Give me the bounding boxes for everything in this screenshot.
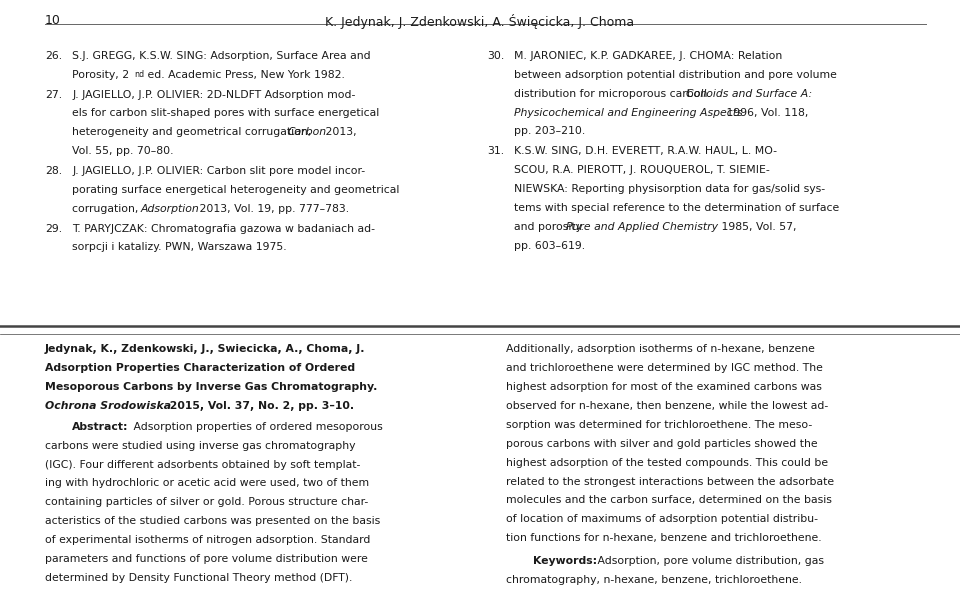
Text: Pure and Applied Chemistry: Pure and Applied Chemistry	[566, 222, 718, 232]
Text: sorpcji i katalizy. PWN, Warszawa 1975.: sorpcji i katalizy. PWN, Warszawa 1975.	[72, 243, 287, 252]
Text: K.S.W. SING, D.H. EVERETT, R.A.W. HAUL, L. MO-: K.S.W. SING, D.H. EVERETT, R.A.W. HAUL, …	[514, 146, 777, 156]
Text: related to the strongest interactions between the adsorbate: related to the strongest interactions be…	[506, 476, 834, 486]
Text: Abstract:: Abstract:	[72, 422, 129, 432]
Text: 2015, Vol. 37, No. 2, pp. 3–10.: 2015, Vol. 37, No. 2, pp. 3–10.	[166, 401, 354, 411]
Text: sorption was determined for trichloroethene. The meso-: sorption was determined for trichloroeth…	[506, 420, 812, 430]
Text: Physicochemical and Engineering Aspects: Physicochemical and Engineering Aspects	[514, 107, 742, 117]
Text: nd: nd	[134, 69, 145, 79]
Text: parameters and functions of pore volume distribution were: parameters and functions of pore volume …	[45, 554, 368, 564]
Text: Keywords:: Keywords:	[533, 556, 597, 565]
Text: carbons were studied using inverse gas chromatography: carbons were studied using inverse gas c…	[45, 441, 355, 450]
Text: J. JAGIELLO, J.P. OLIVIER: 2D-NLDFT Adsorption mod-: J. JAGIELLO, J.P. OLIVIER: 2D-NLDFT Adso…	[72, 90, 355, 99]
Text: M. JARONIEC, K.P. GADKAREE, J. CHOMA: Relation: M. JARONIEC, K.P. GADKAREE, J. CHOMA: Re…	[514, 51, 781, 61]
Text: containing particles of silver or gold. Porous structure char-: containing particles of silver or gold. …	[45, 497, 369, 507]
Text: highest adsorption for most of the examined carbons was: highest adsorption for most of the exami…	[506, 382, 822, 392]
Text: NIEWSKA: Reporting physisorption data for gas/solid sys-: NIEWSKA: Reporting physisorption data fo…	[514, 184, 825, 194]
Text: Adsorption: Adsorption	[140, 204, 199, 214]
Text: porous carbons with silver and gold particles showed the: porous carbons with silver and gold part…	[506, 438, 818, 449]
Text: Ochrona Srodowiska: Ochrona Srodowiska	[45, 401, 171, 411]
Text: Carbon: Carbon	[288, 128, 327, 137]
Text: chromatography, n-hexane, benzene, trichloroethene.: chromatography, n-hexane, benzene, trich…	[506, 574, 802, 585]
Text: pp. 203–210.: pp. 203–210.	[514, 126, 585, 137]
Text: Additionally, adsorption isotherms of n-hexane, benzene: Additionally, adsorption isotherms of n-…	[506, 344, 815, 355]
Text: observed for n-hexane, then benzene, while the lowest ad-: observed for n-hexane, then benzene, whi…	[506, 401, 828, 411]
Text: S.J. GREGG, K.S.W. SING: Adsorption, Surface Area and: S.J. GREGG, K.S.W. SING: Adsorption, Sur…	[72, 51, 371, 61]
Text: porating surface energetical heterogeneity and geometrical: porating surface energetical heterogenei…	[72, 185, 399, 195]
Text: pp. 603–619.: pp. 603–619.	[514, 241, 585, 250]
Text: 31.: 31.	[487, 146, 504, 156]
Text: Adsorption, pore volume distribution, gas: Adsorption, pore volume distribution, ga…	[594, 556, 825, 565]
Text: SCOU, R.A. PIEROTT, J. ROUQUEROL, T. SIEMIE-: SCOU, R.A. PIEROTT, J. ROUQUEROL, T. SIE…	[514, 165, 769, 175]
Text: Vol. 55, pp. 70–80.: Vol. 55, pp. 70–80.	[72, 146, 174, 156]
Text: 29.: 29.	[45, 223, 62, 234]
Text: highest adsorption of the tested compounds. This could be: highest adsorption of the tested compoun…	[506, 458, 828, 468]
Text: tems with special reference to the determination of surface: tems with special reference to the deter…	[514, 203, 839, 213]
Text: and porosity.: and porosity.	[514, 222, 587, 232]
Text: J. JAGIELLO, J.P. OLIVIER: Carbon slit pore model incor-: J. JAGIELLO, J.P. OLIVIER: Carbon slit p…	[72, 166, 365, 176]
Text: 1996, Vol. 118,: 1996, Vol. 118,	[723, 107, 808, 117]
Text: els for carbon slit-shaped pores with surface energetical: els for carbon slit-shaped pores with su…	[72, 108, 379, 119]
Text: distribution for microporous carbon.: distribution for microporous carbon.	[514, 89, 714, 99]
Text: molecules and the carbon surface, determined on the basis: molecules and the carbon surface, determ…	[506, 495, 831, 506]
Text: 1985, Vol. 57,: 1985, Vol. 57,	[718, 222, 797, 232]
Text: Adsorption properties of ordered mesoporous: Adsorption properties of ordered mesopor…	[130, 422, 382, 432]
Text: acteristics of the studied carbons was presented on the basis: acteristics of the studied carbons was p…	[45, 516, 380, 526]
Text: of location of maximums of adsorption potential distribu-: of location of maximums of adsorption po…	[506, 514, 818, 524]
Text: 27.: 27.	[45, 90, 62, 99]
Text: K. Jedynak, J. Zdenkowski, A. Święcicka, J. Choma: K. Jedynak, J. Zdenkowski, A. Święcicka,…	[325, 14, 635, 29]
Text: corrugation,: corrugation,	[72, 204, 142, 214]
Text: 28.: 28.	[45, 166, 62, 176]
Text: Mesoporous Carbons by Inverse Gas Chromatography.: Mesoporous Carbons by Inverse Gas Chroma…	[45, 382, 377, 392]
Text: tion functions for n-hexane, benzene and trichloroethene.: tion functions for n-hexane, benzene and…	[506, 533, 822, 543]
Text: 30.: 30.	[487, 51, 504, 61]
Text: ing with hydrochloric or acetic acid were used, two of them: ing with hydrochloric or acetic acid wer…	[45, 479, 370, 488]
Text: 2013,: 2013,	[322, 128, 356, 137]
Text: of experimental isotherms of nitrogen adsorption. Standard: of experimental isotherms of nitrogen ad…	[45, 535, 371, 545]
Text: (IGC). Four different adsorbents obtained by soft templat-: (IGC). Four different adsorbents obtaine…	[45, 459, 361, 470]
Text: 26.: 26.	[45, 51, 62, 61]
Text: T. PARYJCZAK: Chromatografia gazowa w badaniach ad-: T. PARYJCZAK: Chromatografia gazowa w ba…	[72, 223, 375, 234]
Text: heterogeneity and geometrical corrugation,: heterogeneity and geometrical corrugatio…	[72, 128, 315, 137]
Text: Adsorption Properties Characterization of Ordered: Adsorption Properties Characterization o…	[45, 363, 355, 373]
Text: Porosity, 2: Porosity, 2	[72, 69, 130, 80]
Text: 2013, Vol. 19, pp. 777–783.: 2013, Vol. 19, pp. 777–783.	[196, 204, 349, 214]
Text: determined by Density Functional Theory method (DFT).: determined by Density Functional Theory …	[45, 573, 352, 583]
Text: Jedynak, K., Zdenkowski, J., Swiecicka, A., Choma, J.: Jedynak, K., Zdenkowski, J., Swiecicka, …	[45, 344, 366, 355]
Text: ed. Academic Press, New York 1982.: ed. Academic Press, New York 1982.	[144, 69, 345, 80]
Text: 10: 10	[45, 14, 61, 27]
Text: and trichloroethene were determined by IGC method. The: and trichloroethene were determined by I…	[506, 363, 823, 373]
Text: Colloids and Surface A:: Colloids and Surface A:	[686, 89, 812, 99]
Text: between adsorption potential distribution and pore volume: between adsorption potential distributio…	[514, 69, 836, 80]
